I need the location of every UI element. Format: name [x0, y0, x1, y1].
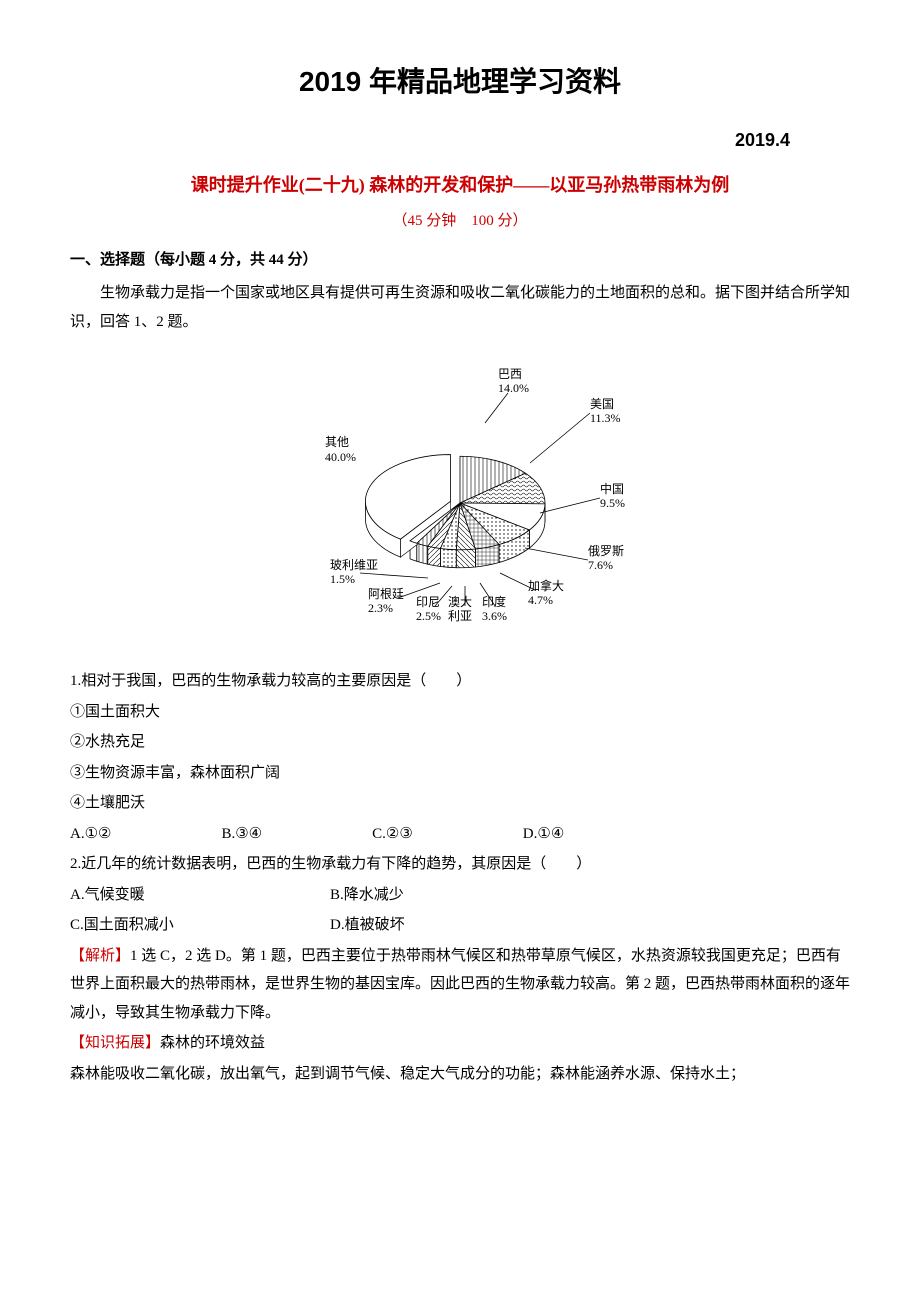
q1-item-2: ②水热充足: [70, 728, 850, 757]
svg-text:9.5%: 9.5%: [600, 496, 625, 510]
q1-item-3: ③生物资源丰富，森林面积广阔: [70, 759, 850, 788]
svg-text:利亚: 利亚: [448, 609, 472, 623]
svg-text:其他: 其他: [325, 435, 349, 449]
q2-options-row1: A.气候变暖 B.降水减少: [70, 881, 850, 910]
extension-title: 森林的环境效益: [160, 1035, 265, 1051]
analysis-label: 【解析】: [70, 948, 130, 964]
q1-item-1: ①国土面积大: [70, 698, 850, 727]
svg-text:4.7%: 4.7%: [528, 593, 553, 607]
page-title: 2019 年精品地理学习资料: [70, 60, 850, 100]
svg-text:澳大: 澳大: [448, 595, 472, 609]
subsection-heading: 一、选择题（每小题 4 分，共 44 分）: [70, 248, 850, 269]
intro-text: 生物承载力是指一个国家或地区具有提供可再生资源和吸收二氧化碳能力的土地面积的总和…: [70, 279, 850, 336]
q2-option-c: C.国土面积减小: [70, 911, 330, 940]
svg-text:美国: 美国: [590, 397, 614, 411]
analysis-block: 【解析】1 选 C，2 选 D。第 1 题，巴西主要位于热带雨林气候区和热带草原…: [70, 942, 850, 1028]
svg-text:玻利维亚: 玻利维亚: [330, 558, 378, 572]
svg-text:2.5%: 2.5%: [416, 609, 441, 623]
q1-stem: 1.相对于我国，巴西的生物承载力较高的主要原因是（ ）: [70, 667, 850, 696]
svg-text:40.0%: 40.0%: [325, 450, 356, 464]
svg-text:印度: 印度: [482, 594, 506, 609]
q2-option-d: D.植被破坏: [330, 911, 405, 940]
pie-chart: 巴西14.0% 美国11.3% 中国9.5% 俄罗斯7.6% 加拿大4.7% 印度3.6%…: [70, 348, 850, 653]
analysis-text: 1 选 C，2 选 D。第 1 题，巴西主要位于热带雨林气候区和热带草原气候区，…: [70, 948, 850, 1021]
section-title: 课时提升作业(二十九) 森林的开发和保护——以亚马孙热带雨林为例: [70, 171, 850, 197]
svg-text:俄罗斯: 俄罗斯: [588, 544, 624, 558]
svg-text:印尼: 印尼: [416, 595, 440, 609]
q2-option-a: A.气候变暖: [70, 881, 330, 910]
q1-option-b: B.③④: [221, 820, 262, 849]
time-score: （45 分钟 100 分）: [70, 209, 850, 230]
svg-text:阿根廷: 阿根廷: [368, 587, 404, 601]
extension-label: 【知识拓展】: [70, 1035, 160, 1051]
svg-text:中国: 中国: [600, 481, 624, 496]
extension-heading: 【知识拓展】森林的环境效益: [70, 1029, 850, 1058]
svg-text:巴西: 巴西: [498, 367, 522, 381]
q1-options: A.①② B.③④ C.②③ D.①④: [70, 820, 850, 849]
q1-option-d: D.①④: [523, 820, 564, 849]
q2-option-b: B.降水减少: [330, 881, 404, 910]
svg-text:2.3%: 2.3%: [368, 601, 393, 615]
q2-stem: 2.近几年的统计数据表明，巴西的生物承载力有下降的趋势，其原因是（ ）: [70, 850, 850, 879]
svg-text:7.6%: 7.6%: [588, 558, 613, 572]
q1-option-a: A.①②: [70, 820, 111, 849]
svg-text:1.5%: 1.5%: [330, 572, 355, 586]
svg-text:3.6%: 3.6%: [482, 609, 507, 623]
svg-text:11.3%: 11.3%: [590, 411, 621, 425]
extension-text: 森林能吸收二氧化碳，放出氧气，起到调节气候、稳定大气成分的功能；森林能涵养水源、…: [70, 1060, 850, 1089]
date-line: 2019.4: [70, 130, 850, 151]
q1-option-c: C.②③: [372, 820, 413, 849]
svg-text:14.0%: 14.0%: [498, 381, 529, 395]
q1-item-4: ④土壤肥沃: [70, 789, 850, 818]
svg-text:加拿大: 加拿大: [528, 578, 564, 593]
q2-options-row2: C.国土面积减小 D.植被破坏: [70, 911, 850, 940]
